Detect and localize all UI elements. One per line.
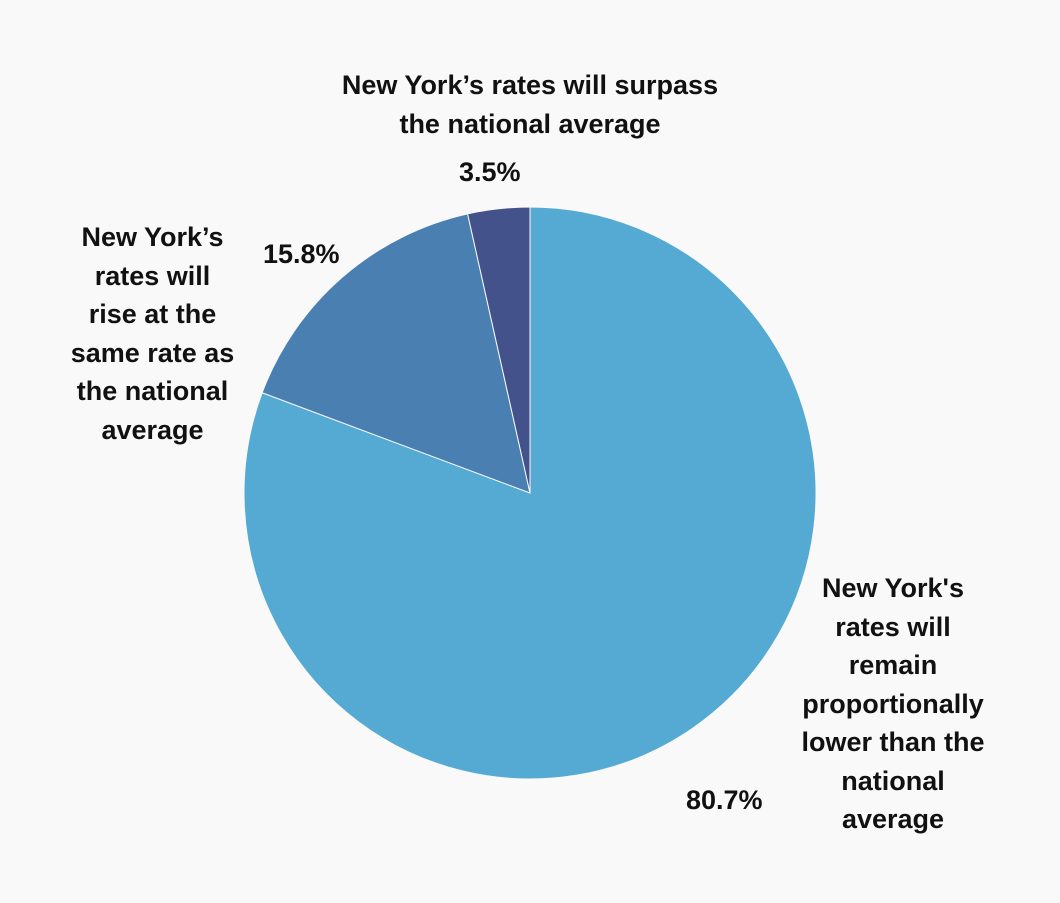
label-line: same rate as xyxy=(70,337,235,368)
data-label-surpass: 3.5% xyxy=(459,157,521,187)
label-line: rise at the xyxy=(88,299,217,329)
label-line: lower than the xyxy=(801,727,985,757)
label-line: the national xyxy=(76,376,229,406)
label-line: rates will xyxy=(94,260,211,291)
label-line: New York's xyxy=(822,573,964,603)
slice-label-surpass: New York’s rates will surpass the nation… xyxy=(280,66,780,143)
label-line: New York’s xyxy=(81,222,224,252)
label-line: remain xyxy=(848,650,938,680)
data-label-same-rate: 15.8% xyxy=(263,239,340,269)
label-line: the national average xyxy=(399,108,661,139)
slice-label-lower: New York's rates will remain proportiona… xyxy=(778,569,1008,839)
label-line: New York’s rates will surpass xyxy=(341,70,719,100)
pie-slice-surpass xyxy=(467,206,531,494)
pie-slice-same-rate xyxy=(261,213,531,494)
data-label-lower: 80.7% xyxy=(686,785,763,815)
label-line: proportionally xyxy=(802,688,984,719)
label-line: average xyxy=(101,414,204,445)
label-line: rates will xyxy=(835,611,951,642)
slice-label-same-rate: New York’s rates will rise at the same r… xyxy=(40,218,265,449)
label-line: average xyxy=(841,804,945,834)
label-line: national xyxy=(841,765,945,796)
